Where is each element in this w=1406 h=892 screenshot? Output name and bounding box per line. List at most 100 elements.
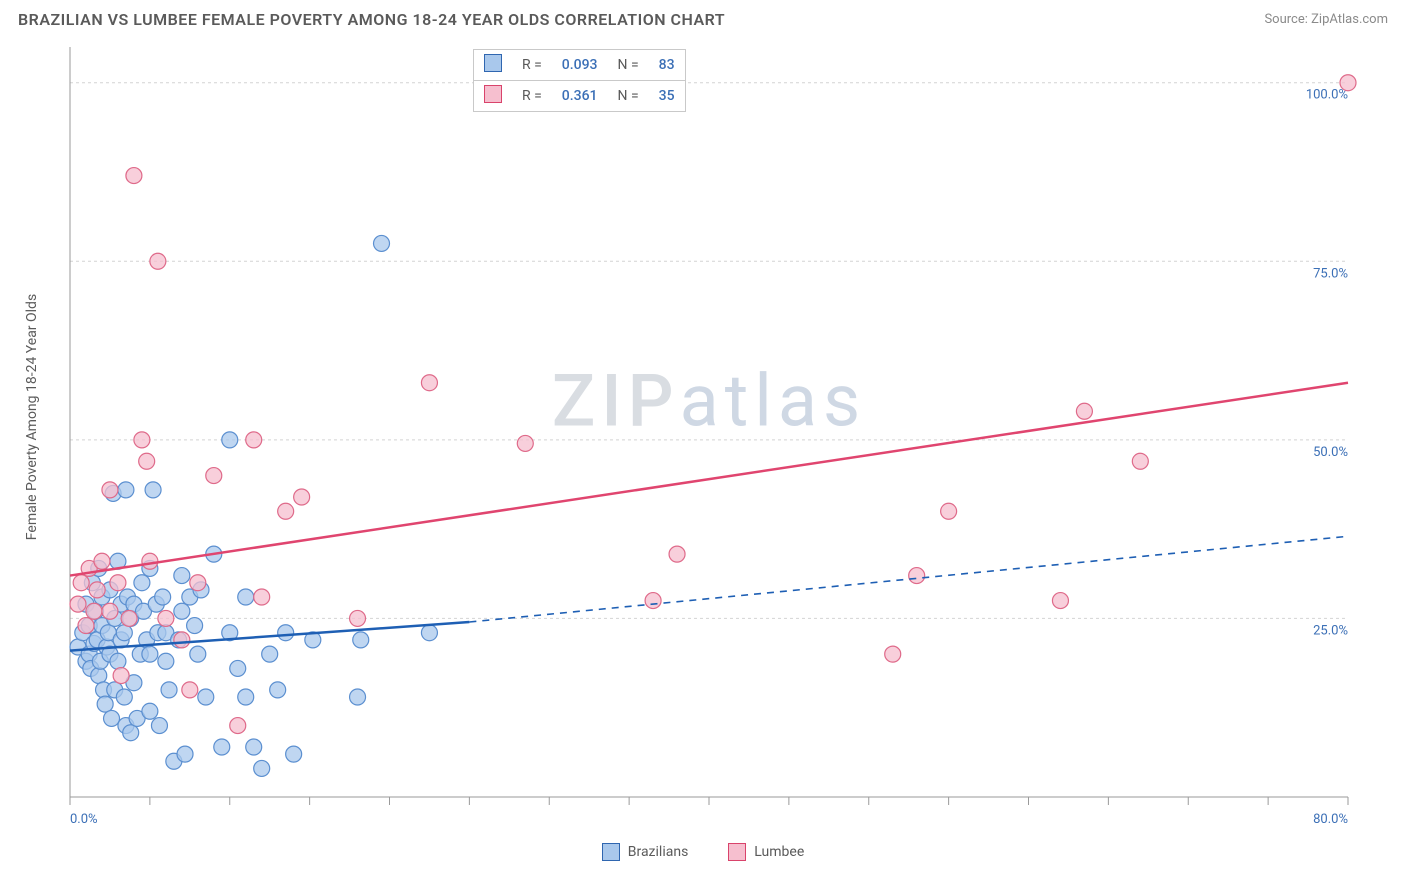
lumbee-point (1132, 453, 1148, 469)
legend-n-value: 35 (649, 81, 685, 112)
legend-item: Brazilians (602, 843, 689, 861)
y-tick-label: 100.0% (1306, 88, 1348, 103)
scatter-plot: ZIPatlas0.0%80.0%25.0%50.0%75.0%100.0% (18, 37, 1388, 837)
legend-swatch (484, 54, 502, 72)
lumbee-point (517, 435, 533, 451)
legend-r-value: 0.361 (552, 81, 608, 112)
brazilians-point (254, 760, 270, 776)
brazilians-point (238, 689, 254, 705)
source-name: ZipAtlas.com (1311, 12, 1388, 27)
brazilians-point (123, 725, 139, 741)
lumbee-point (73, 575, 89, 591)
legend-n-value: 83 (649, 50, 685, 81)
lumbee-point (182, 682, 198, 698)
brazilians-point (158, 653, 174, 669)
lumbee-point (421, 375, 437, 391)
legend-bottom: Brazilians Lumbee (0, 843, 1406, 861)
x-tick-label: 80.0% (1313, 812, 1348, 827)
lumbee-point (885, 646, 901, 662)
source-attribution: Source: ZipAtlas.com (1264, 12, 1388, 27)
legend-n-label: N = (608, 50, 649, 81)
brazilians-point (187, 618, 203, 634)
y-tick-label: 75.0% (1313, 266, 1348, 281)
brazilians-point (155, 589, 171, 605)
lumbee-point (126, 168, 142, 184)
brazilians-point (110, 653, 126, 669)
brazilians-point (91, 668, 107, 684)
lumbee-point (1076, 403, 1092, 419)
brazilians-point (286, 746, 302, 762)
brazilians-point (134, 575, 150, 591)
brazilians-point (161, 682, 177, 698)
lumbee-point (206, 468, 222, 484)
lumbee-point (89, 582, 105, 598)
brazilians-point (222, 432, 238, 448)
brazilians-point (104, 710, 120, 726)
chart-title: BRAZILIAN VS LUMBEE FEMALE POVERTY AMONG… (18, 10, 725, 29)
legend-item: Lumbee (728, 843, 804, 861)
brazilians-point (262, 646, 278, 662)
lumbee-point (230, 718, 246, 734)
lumbee-point (1340, 75, 1356, 91)
lumbee-point (134, 432, 150, 448)
lumbee-point (278, 503, 294, 519)
brazilians-point (278, 625, 294, 641)
brazilians-point (353, 632, 369, 648)
brazilians-point (116, 689, 132, 705)
lumbee-point (246, 432, 262, 448)
brazilians-point (246, 739, 262, 755)
lumbee-point (102, 482, 118, 498)
lumbee-point (645, 593, 661, 609)
legend-r-label: R = (512, 50, 552, 81)
lumbee-point (150, 253, 166, 269)
brazilians-point (230, 660, 246, 676)
lumbee-point (113, 668, 129, 684)
lumbee-point (254, 589, 270, 605)
lumbee-point (121, 610, 137, 626)
lumbee-point (190, 575, 206, 591)
brazilians-point (214, 739, 230, 755)
lumbee-point (350, 610, 366, 626)
y-axis-label: Female Poverty Among 18-24 Year Olds (24, 294, 40, 540)
x-tick-label: 0.0% (70, 812, 98, 827)
lumbee-point (1052, 593, 1068, 609)
brazilians-point (118, 482, 134, 498)
lumbee-point (139, 453, 155, 469)
brazilians-point (145, 482, 161, 498)
brazilians-point (142, 646, 158, 662)
lumbee-point (909, 568, 925, 584)
legend-label: Brazilians (628, 844, 689, 860)
brazilians-point (350, 689, 366, 705)
brazilians-point (174, 603, 190, 619)
top-legend: R =0.093N =83R =0.361N =35 (473, 49, 686, 112)
legend-swatch (602, 843, 620, 861)
legend-swatch (728, 843, 746, 861)
brazilians-point (270, 682, 286, 698)
legend-label: Lumbee (754, 844, 804, 860)
brazilians-point (198, 689, 214, 705)
legend-r-label: R = (512, 81, 552, 112)
lumbee-point (174, 632, 190, 648)
brazilians-point (174, 568, 190, 584)
source-label: Source: (1264, 12, 1307, 27)
lumbee-point (294, 489, 310, 505)
lumbee-point (94, 553, 110, 569)
y-tick-label: 50.0% (1313, 445, 1348, 460)
lumbee-point (110, 575, 126, 591)
brazilians-point (151, 718, 167, 734)
brazilians-point (238, 589, 254, 605)
lumbee-point (70, 596, 86, 612)
lumbee-point (941, 503, 957, 519)
brazilians-point (421, 625, 437, 641)
legend-n-label: N = (608, 81, 649, 112)
brazilians-point (374, 235, 390, 251)
brazilians-point (190, 646, 206, 662)
brazilians-point (177, 746, 193, 762)
chart-container: Female Poverty Among 18-24 Year Olds ZIP… (18, 37, 1388, 837)
y-tick-label: 25.0% (1313, 623, 1348, 638)
lumbee-point (669, 546, 685, 562)
brazilians-point (142, 703, 158, 719)
brazilians-point (116, 625, 132, 641)
lumbee-point (86, 603, 102, 619)
lumbee-point (78, 618, 94, 634)
